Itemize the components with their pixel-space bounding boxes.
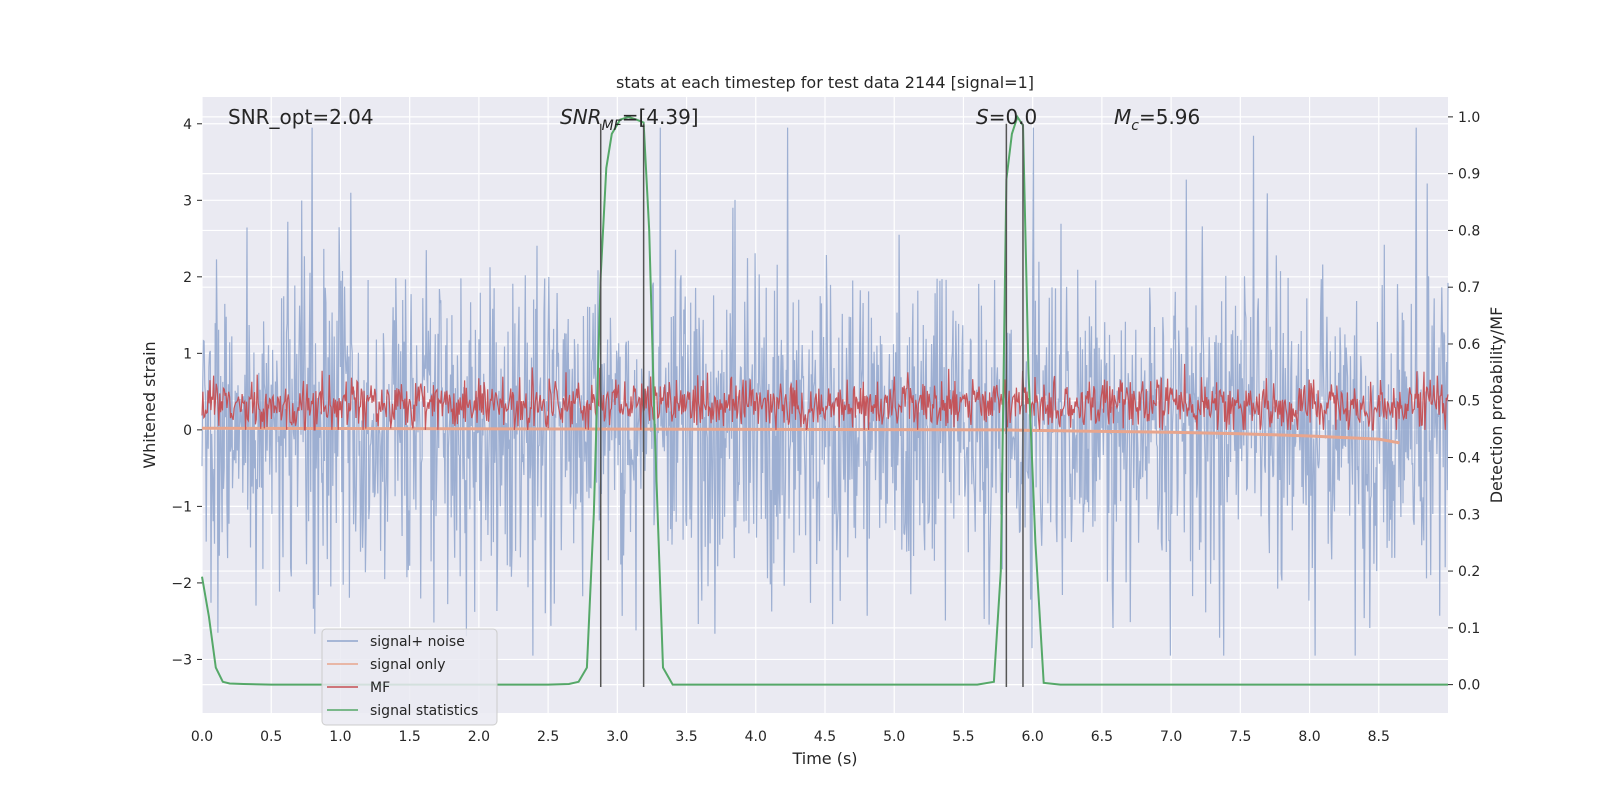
annotation-mc: Mc=5.96	[1114, 105, 1200, 134]
y2-tick-label: 0.6	[1458, 337, 1480, 353]
x-tick-label: 2.0	[468, 729, 490, 745]
x-tick-label: 7.0	[1160, 729, 1182, 745]
x-tick-label: 7.5	[1229, 729, 1251, 745]
x-tick-label: 5.0	[883, 729, 905, 745]
x-tick-label: 3.0	[606, 729, 628, 745]
x-tick-label: 5.5	[952, 729, 974, 745]
annotation-snr-mf-sub: MF	[602, 118, 623, 134]
annotation-snr-mf: SNRMF=[4.39]	[560, 105, 699, 134]
y2-tick-label: 0.4	[1458, 451, 1480, 467]
series-signal-only-line	[201, 426, 1400, 445]
y-tick-label: 0	[183, 423, 192, 439]
x-tick-label: 3.5	[675, 729, 697, 745]
x-tick-label: 8.0	[1298, 729, 1320, 745]
y2-tick-label: 1.0	[1458, 110, 1480, 126]
x-tick-label: 1.5	[399, 729, 421, 745]
legend-box	[321, 628, 498, 726]
y2-tick-label: 0.8	[1458, 223, 1480, 239]
y-tick-label: 3	[183, 193, 192, 209]
x-tick-label: 0.0	[191, 729, 213, 745]
legend-label-mf: MF	[370, 680, 390, 696]
annotation-snr-opt: SNR_opt=2.04	[228, 105, 374, 129]
y2-tick-label: 0.1	[1458, 621, 1480, 637]
y2-tick-label: 0.3	[1458, 507, 1480, 523]
legend-label-signal-only: signal only	[370, 657, 445, 673]
x-tick-label: 8.5	[1368, 729, 1390, 745]
annotation-snr-mf-label: SNR	[560, 105, 602, 129]
series-mf-line	[201, 363, 1449, 431]
x-tick-label: 6.5	[1091, 729, 1113, 745]
y-tick-label: −2	[171, 576, 192, 592]
annotation-s-value: =0.0	[989, 105, 1038, 129]
legend-label-signal-noise: signal+ noise	[370, 634, 465, 650]
x-tick-label: 2.5	[537, 729, 559, 745]
y2-tick-label: 0.7	[1458, 280, 1480, 296]
y-tick-label: −1	[171, 499, 192, 515]
x-tick-label: 1.0	[329, 729, 351, 745]
y2-tick-label: 0.0	[1458, 678, 1480, 694]
annotation-mc-sub: c	[1131, 118, 1139, 134]
y2-tick-label: 0.2	[1458, 564, 1480, 580]
y2-tick-label: 0.5	[1458, 394, 1480, 410]
x-tick-label: 0.5	[260, 729, 282, 745]
x-axis-label: Time (s)	[791, 749, 857, 768]
vertical-markers	[599, 123, 1024, 687]
legend-label-signal-statistics: signal statistics	[370, 703, 478, 719]
x-tick-label: 6.0	[1022, 729, 1044, 745]
y-tick-label: 4	[183, 117, 192, 133]
annotation-s-label: S	[976, 105, 989, 129]
annotation-mc-label: M	[1114, 105, 1131, 129]
y2-axis-label: Detection probability/MF	[1487, 307, 1506, 504]
legend: signal+ noise signal only MF signal stat…	[321, 628, 498, 726]
y-axis-label: Whitened strain	[140, 341, 159, 468]
y-tick-label: 2	[183, 270, 192, 286]
y-tick-label: −3	[171, 652, 192, 668]
x-tick-label: 4.0	[745, 729, 767, 745]
chart-title: stats at each timestep for test data 214…	[616, 73, 1034, 92]
annotation-mc-value: =5.96	[1139, 105, 1200, 129]
annotation-s: S=0.0	[976, 105, 1037, 129]
x-tick-label: 4.5	[814, 729, 836, 745]
y2-tick-label: 0.9	[1458, 167, 1480, 183]
annotation-snr-mf-value: =[4.39]	[622, 105, 699, 129]
y-tick-label: 1	[183, 346, 192, 362]
ticks: 0.0 0.5 1.0 1.5 2.0 2.5 3.0 3.5 4.0 4.5 5.0 5.5 6.0 6…	[171, 110, 1480, 745]
